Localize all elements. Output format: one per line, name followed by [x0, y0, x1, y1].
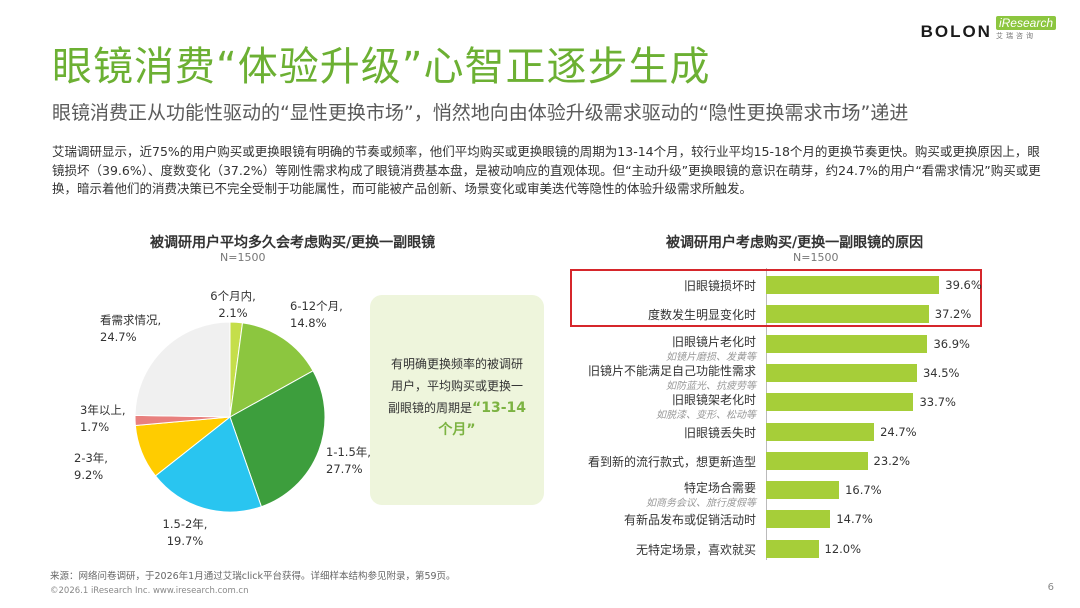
bar-value-label: 36.9%	[933, 336, 970, 351]
brand-logo-text: BOLON	[920, 22, 992, 41]
pie-slice-label: 2-3年, 9.2%	[74, 451, 108, 482]
pie-slice-label: 1-1.5年, 27.7%	[326, 445, 371, 476]
pie-slice	[229, 322, 314, 418]
bar-label: 旧眼镜丢失时	[683, 425, 756, 440]
bar-label: 旧眼镜片老化时	[671, 334, 756, 349]
bar	[766, 451, 868, 470]
bar-label: 旧眼镜架老化时	[671, 393, 756, 408]
bar-chart-title: 被调研用户考虑购买/更换一副眼镜的原因	[666, 235, 924, 251]
pie-slice	[154, 416, 263, 513]
bar-sublabel: 如防蓝光、抗疲劳等	[666, 380, 756, 392]
page-number: 6	[1047, 582, 1054, 593]
pie-slice	[229, 370, 326, 508]
pie-slice-label: 6个月内, 2.1%	[210, 289, 255, 320]
bar-value-label: 24.7%	[880, 424, 917, 439]
pie-slice	[134, 321, 231, 418]
bar-value-label: 33.7%	[919, 395, 956, 410]
pie-chart: 6个月内, 2.1% 6-12个月, 14.8% 1-1.5年, 27.7% 1.5-2年,…	[74, 289, 371, 548]
bar-value-label: 16.7%	[845, 483, 882, 498]
bar-label: 旧眼镜损坏时	[683, 279, 756, 293]
logo: BOLON iResearch 艾瑞咨询	[921, 16, 1056, 42]
bar	[766, 481, 840, 500]
bar	[766, 305, 929, 324]
bar	[766, 422, 875, 441]
bar-label: 特定场合需要	[683, 481, 756, 496]
pie-chart-sample-size: N=1500	[220, 251, 266, 264]
bar-label: 有新品发布或促销活动时	[623, 513, 756, 528]
pie-slice-label: 看需求情况, 24.7%	[100, 313, 161, 344]
bar-value-label: 23.2%	[873, 453, 911, 468]
bar-chart-axis	[766, 268, 767, 560]
bar	[766, 334, 928, 353]
bar	[766, 276, 940, 294]
bar-sublabel: 如镜片磨损、发黄等	[666, 351, 756, 363]
callout-text: 有明确更换频率的被调研用户，平均购买或更换一副眼镜的周期是	[388, 357, 523, 415]
partner-logo: iResearch 艾瑞咨询	[995, 16, 1056, 41]
pie-slice-label: 1.5-2年, 19.7%	[163, 517, 208, 548]
summary-paragraph: 艾瑞调研显示，近75%的用户购买或更换眼镜有明确的节奏或频率，他们平均购买或更换…	[52, 144, 1041, 196]
bar-value-label: 34.5%	[922, 365, 960, 380]
bar-label: 旧镜片不能满足自己功能性需求	[587, 363, 756, 378]
bar-label: 看到新的流行款式，想更新造型	[587, 454, 756, 469]
bar-value-label: 12.0%	[824, 541, 862, 556]
bar-label: 度数发生明显变化时	[647, 308, 756, 323]
pie-chart-title: 被调研用户平均多久会考虑购买/更换一副眼镜	[150, 235, 436, 251]
bar	[766, 510, 831, 529]
bar-label: 无特定场景，喜欢就买	[635, 542, 756, 557]
bar-value-label: 39.6%	[945, 278, 982, 292]
bar-sublabel: 如商务会议、旅行度假等	[646, 498, 756, 510]
bar-value-label: 14.7%	[836, 512, 873, 527]
pie-slice-label: 3年以上, 1.7%	[80, 403, 125, 434]
callout-box: 有明确更换频率的被调研用户，平均购买或更换一副眼镜的周期是“13-14个月”	[370, 295, 544, 505]
pie-slice-label: 6-12个月, 14.8%	[290, 299, 343, 330]
bar	[766, 539, 819, 558]
highlight-box	[570, 269, 982, 327]
bar-sublabel: 如脱漆、变形、松动等	[656, 410, 756, 422]
bar	[766, 363, 917, 382]
partner-logo-subtext: 艾瑞咨询	[995, 32, 1036, 40]
bar-chart-sample-size: N=1500	[793, 251, 839, 264]
partner-logo-text: iResearch	[995, 16, 1056, 30]
source-note: 来源：网络问卷调研，于2026年1月通过艾瑞click平台获得。详细样本结构参见…	[50, 571, 456, 582]
page-subtitle: 眼镜消费正从功能性驱动的“显性更换市场”，悄然地向由体验升级需求驱动的“隐性更换…	[52, 102, 909, 124]
bar-value-label: 37.2%	[934, 307, 972, 322]
copyright-note: ©2026.1 iResearch Inc. www.iresearch.com…	[50, 586, 249, 596]
callout-highlight: “13-14个月”	[438, 400, 526, 438]
bar-chart: 旧眼镜损坏时 39.6% 度数发生明显变化时 37.2% 旧眼镜片老化时 如镜片磨损、发黄…	[560, 268, 1020, 568]
bar	[766, 393, 914, 412]
page-title: 眼镜消费“体验升级”心智正逐步生成	[52, 44, 711, 90]
